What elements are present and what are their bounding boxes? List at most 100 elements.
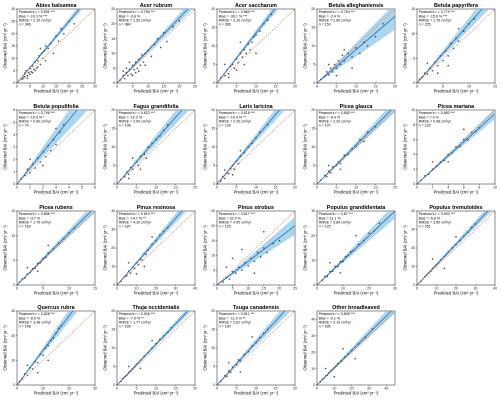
stat-line: Pearson's r = 0.856 *** — [19, 212, 56, 216]
data-point — [227, 76, 230, 79]
y-tick-label: 20 — [111, 22, 115, 26]
data-point — [34, 69, 37, 72]
data-point — [26, 74, 29, 77]
stat-line: n = 187 — [119, 224, 131, 228]
one-to-one-line — [417, 9, 495, 83]
data-point — [42, 164, 44, 167]
data-point — [26, 168, 29, 170]
data-point — [239, 360, 242, 363]
data-point — [457, 27, 460, 30]
one-to-one-line — [117, 210, 195, 285]
regression-line — [217, 311, 286, 386]
x-axis-label: Predicted BAI (cm² yr⁻¹) — [434, 290, 479, 295]
data-point — [143, 265, 146, 267]
data-point — [436, 72, 439, 74]
y-axis-label: Observed BAI (cm² yr⁻¹) — [203, 124, 208, 170]
y-axis-label: Observed BAI (cm² yr⁻¹) — [403, 124, 408, 170]
panel-title: Betula alleghaniensis — [328, 3, 383, 9]
y-tick-label: 20 — [211, 224, 215, 228]
data-point — [327, 164, 330, 167]
y-tick-label: 15 — [211, 328, 215, 332]
one-to-one-line — [217, 9, 295, 83]
regression-line — [117, 210, 183, 285]
data-point — [234, 271, 237, 274]
data-point — [251, 41, 253, 44]
data-point — [131, 64, 134, 67]
y-tick-label: 15 — [11, 209, 15, 213]
y-tick-label: 20 — [311, 7, 315, 11]
y-tick-label: 10 — [211, 145, 215, 149]
regression-line — [217, 9, 276, 83]
x-tick-label: 5 — [236, 185, 238, 189]
data-point — [162, 31, 165, 34]
data-point — [150, 55, 153, 58]
data-point — [127, 261, 130, 264]
y-tick-label: 40 — [411, 209, 415, 213]
stat-line: RMSE = 4.10 cm²/yr — [119, 220, 152, 224]
data-point — [47, 359, 50, 362]
x-axis-label: Predicted BAI (cm² yr⁻¹) — [234, 89, 279, 94]
stat-line: RMSE = 2.30 cm²/yr — [219, 119, 252, 123]
stat-line: n = 984 — [119, 23, 131, 27]
y-tick-label: 0 — [313, 383, 315, 387]
y-tick-label: 20 — [311, 233, 315, 237]
x-tick-label: 25 — [80, 85, 84, 89]
x-tick-label: 0 — [416, 185, 418, 189]
x-tick-label: 20 — [293, 85, 297, 89]
panel-13: Populus grandidentata Pearson's r = 0.87 … — [301, 202, 399, 302]
data-point — [151, 340, 153, 342]
regression-line — [317, 109, 392, 184]
data-point — [159, 46, 162, 49]
y-tick-label: 30 — [411, 227, 415, 231]
y-tick-label: 6 — [413, 138, 415, 142]
y-tick-label: 0 — [213, 383, 215, 387]
stat-line: n = 128 — [219, 123, 231, 127]
scatter-plot-12: Pinus strobus Pearson's r = 0.617 ***Bias… — [203, 204, 298, 295]
regression-line — [17, 210, 92, 285]
stat-line: n = 74 — [19, 123, 29, 127]
y-tick-label: 5 — [413, 57, 415, 61]
data-point — [431, 160, 434, 163]
data-point — [227, 72, 230, 75]
stat-line: RMSE = 3.10 cm²/yr — [319, 321, 352, 325]
y-axis-label: Observed BAI (cm² yr⁻¹) — [103, 325, 108, 371]
x-axis-label: Predicted BAI (cm² yr⁻¹) — [434, 189, 479, 194]
one-to-one-line — [317, 9, 395, 83]
plot-frame — [416, 8, 496, 84]
y-tick-label: 10 — [411, 32, 415, 36]
x-axis-label: Predicted BAI (cm² yr⁻¹) — [134, 391, 179, 396]
panel-4: Betula papyrifera Pearson's r = 0.779 ***… — [401, 0, 499, 100]
stat-line: Bias = -3.7 % — [19, 216, 41, 220]
y-axis-label: Observed BAI (cm² yr⁻¹) — [103, 23, 108, 69]
stat-line: Bias = -7.9 % ** — [119, 317, 145, 321]
x-tick-label: 3 — [55, 185, 57, 189]
data-point — [343, 154, 346, 156]
confidence-band — [17, 109, 88, 184]
y-axis-label: Observed BAI (cm² yr⁻¹) — [3, 224, 8, 270]
data-point — [278, 239, 281, 241]
y-tick-label: 20 — [11, 32, 15, 36]
stat-line: RMSE = 0.60 cm²/yr — [19, 119, 52, 123]
confidence-band — [417, 210, 492, 285]
data-point — [36, 362, 39, 364]
stat-line: Bias = 7.4 % — [419, 115, 440, 119]
plot-frame — [316, 210, 396, 285]
stat-line: Bias = -19.4 % ** — [219, 115, 247, 119]
one-to-one-line — [217, 311, 295, 386]
stat-line: Pearson's r = 0.790 *** — [119, 10, 156, 14]
stat-line: n = 169 — [19, 224, 31, 228]
data-point — [139, 168, 142, 170]
x-tick-label: 5 — [29, 85, 31, 89]
x-tick-label: 0 — [216, 387, 218, 391]
data-point — [122, 70, 125, 73]
panel-title: Fagus grandifolia — [134, 104, 180, 110]
y-tick-label: 0 — [13, 283, 15, 287]
data-point — [366, 45, 369, 47]
data-point — [31, 368, 34, 371]
scatter-plot-11: Pinus resinosa Pearson's r = 0.810 ***Bia… — [103, 204, 198, 295]
data-point — [351, 56, 353, 58]
data-point — [29, 158, 31, 160]
x-tick-label: 15 — [174, 185, 178, 189]
x-tick-label: 0 — [116, 185, 118, 189]
